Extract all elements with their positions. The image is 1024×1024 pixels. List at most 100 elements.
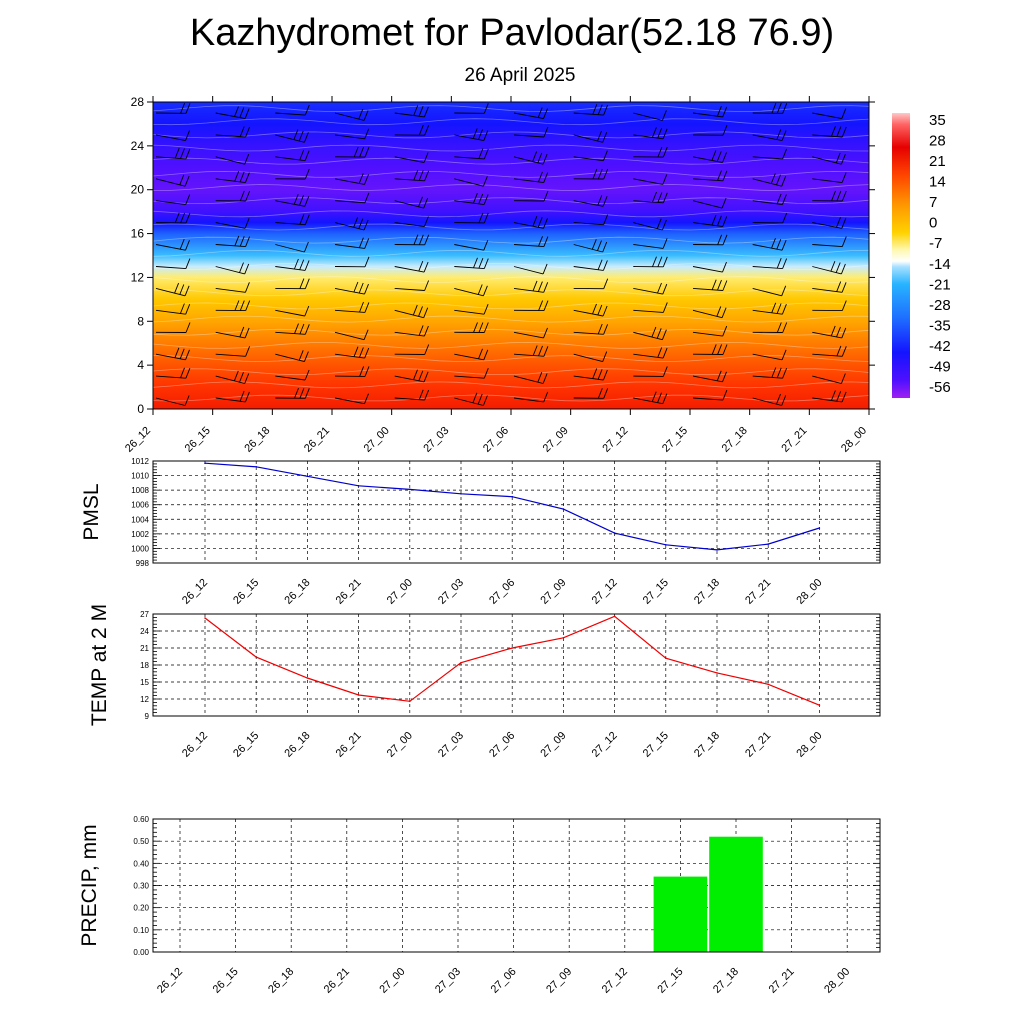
wind-barb-feather [363,219,369,231]
wind-barb-feather [239,391,245,402]
wind-barb-staff [573,244,603,253]
wind-barb-feather [185,212,191,224]
wind-barb-feather [597,240,602,251]
wind-barb-feather [483,194,489,205]
wind-barb-feather [721,307,727,318]
y-tick-label: 1008 [131,486,149,495]
wind-barb-feather [239,236,245,247]
wind-barb-feather [776,393,781,405]
wind-barb-staff [454,244,484,251]
wind-barb-feather [716,370,722,381]
wind-barb-feather [239,326,245,338]
wind-barb-staff [812,112,842,120]
wind-barb-feather [364,146,370,158]
y-tick-label: 0 [137,402,144,416]
wind-barb-feather [835,152,841,164]
wind-barb-feather [532,216,538,227]
colorbar-label: -35 [929,317,951,334]
wind-barb-staff [752,178,782,187]
wind-barb-feather [841,327,847,339]
wind-barb-feather [483,258,489,269]
wind-barb-feather [592,303,597,315]
wind-barb-feather [424,389,430,401]
wind-barb-feather [364,128,370,139]
wind-barb-feather [722,371,727,382]
y-tick-label: 15 [140,678,149,687]
x-tick-label: 27_03 [436,577,466,607]
wind-barb-feather [293,194,299,205]
wind-barb-feather [722,216,728,227]
wind-barb-feather [483,212,489,224]
wind-barb-feather [597,304,603,316]
wind-barb-feather [603,214,609,225]
wind-barb-feather [423,261,429,273]
y-tick-label: 0.60 [133,815,149,824]
wind-barb-feather [418,106,424,117]
wind-barb-feather [478,322,484,333]
wind-barb-feather [717,234,723,245]
contour-line [153,236,869,244]
x-tick-label: 26_15 [211,966,241,996]
wind-barb-feather [603,104,609,116]
wind-barb-feather [299,388,305,399]
wind-barb-feather [245,236,251,247]
wind-barb-feather [543,346,549,357]
y-tick-label: 24 [140,627,149,636]
wind-barb-staff [633,178,663,185]
wind-barb-feather [174,347,180,358]
contour-line [153,197,869,205]
wind-barb-feather [185,258,191,269]
wind-barb-staff [573,156,604,162]
wind-barb-feather [478,193,484,205]
temperature-field [153,102,869,409]
wind-barb-feather [234,235,240,247]
wind-barb-feather [771,238,776,249]
wind-barb-feather [602,132,608,143]
wind-barb-feather [358,347,364,358]
wind-barb-feather [781,176,787,187]
contour-line [153,368,869,376]
wind-barb-feather [657,392,662,403]
x-tick-label: 26_18 [282,577,312,607]
page-title: Kazhydromet for Pavlodar(52.18 76.9) [189,12,835,54]
panel-frame [152,460,881,564]
wind-barb-staff [752,353,783,361]
colorbar: 35 28 21 14 7 0 -7 -14 -21 -28 -35 -42 -49 -56 [892,112,951,398]
contour-line [153,341,869,349]
wind-barb-feather [652,191,657,203]
wind-barb-feather [532,280,538,292]
data-point [665,657,667,659]
wind-barb-feather [722,344,728,355]
wind-barb-feather [423,197,429,209]
wind-barb-feather [364,283,369,295]
wind-barb-feather [472,193,478,204]
x-tick-label: 27_03 [421,425,451,455]
wind-barb-feather [776,303,782,314]
x-tick-label: 28_00 [794,730,824,760]
y-tick-label: 4 [137,358,144,372]
colorbar-label: -49 [929,358,951,375]
contour-line [153,302,869,310]
wind-barb-feather [304,324,310,335]
x-tick-label: 28_00 [839,425,869,455]
wind-barb-feather [831,126,836,137]
contour-line [153,328,869,336]
wind-barb-feather [597,168,603,180]
x-tick-label: 26_21 [322,966,352,996]
wind-barb-staff [573,353,603,363]
data-point [204,462,206,465]
wind-barb-feather [781,304,787,315]
wind-barb-feather [722,106,728,118]
wind-barb-feather [770,173,776,184]
wind-barb-feather [722,152,727,163]
wind-barb-feather [537,171,543,183]
wind-barb-feather [782,103,788,114]
data-point [357,694,360,696]
x-tick-label: 27_09 [538,577,568,607]
wind-barb-feather [303,132,309,143]
wind-barb-feather [776,239,782,250]
wind-barb-staff [454,178,484,187]
wind-barb-feather [239,372,244,383]
wind-barb-feather [304,388,310,399]
x-tick-label: 26_18 [282,730,312,760]
